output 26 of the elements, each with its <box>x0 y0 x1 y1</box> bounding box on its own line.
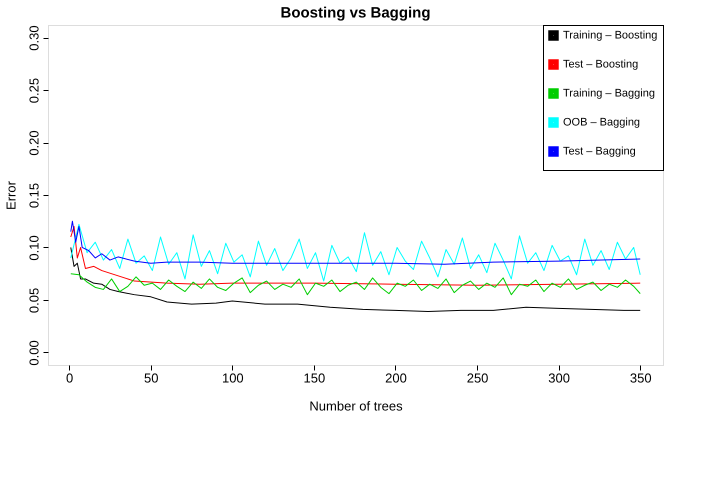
x-tick-label: 50 <box>144 370 158 386</box>
legend-label: OOB – Bagging <box>563 116 640 128</box>
x-tick-label: 100 <box>222 370 244 386</box>
line-series <box>70 220 641 265</box>
x-tick-label: 0 <box>66 370 74 386</box>
chart-title: Boosting vs Bagging <box>280 4 430 22</box>
x-tick-label: 350 <box>630 370 652 386</box>
x-tick-label: 250 <box>466 370 488 386</box>
legend-label: Test – Boosting <box>563 58 638 70</box>
y-tick-label: 0.10 <box>26 235 42 261</box>
y-tick-label: 0.15 <box>26 182 42 208</box>
y-axis-title: Error <box>4 180 18 210</box>
x-axis-title: Number of trees <box>309 398 404 414</box>
y-tick-label: 0.20 <box>26 130 42 156</box>
line-series <box>70 273 641 296</box>
y-tick-label: 0.05 <box>26 288 42 314</box>
x-tick-label: 150 <box>304 370 326 386</box>
y-tick-label: 0.00 <box>26 340 42 366</box>
legend-label: Test – Bagging <box>563 146 636 158</box>
line-series <box>70 246 641 312</box>
legend-label: Training – Boosting <box>563 30 658 42</box>
x-tick-label: 300 <box>548 370 570 386</box>
y-tick-label: 0.25 <box>26 78 42 104</box>
legend-label: Training – Bagging <box>563 88 655 100</box>
x-tick-label: 200 <box>385 370 407 386</box>
y-tick-label: 0.30 <box>26 25 42 51</box>
